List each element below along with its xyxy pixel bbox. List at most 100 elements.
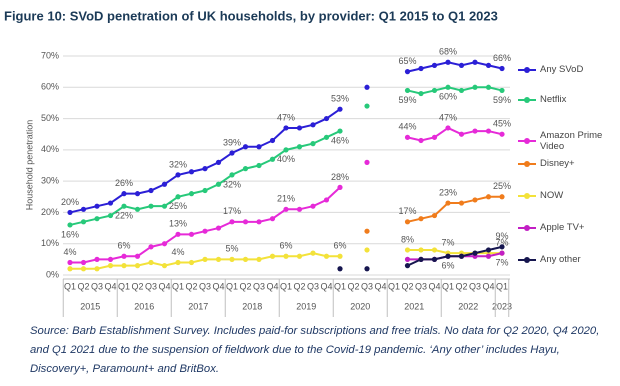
data-point [94, 203, 100, 209]
data-point [323, 134, 330, 140]
data-point [499, 194, 505, 200]
x-tick-label: Q4 [158, 281, 170, 291]
data-label: 9% [495, 231, 508, 241]
legend-item: Any SVoD [518, 64, 612, 75]
data-point [175, 194, 181, 200]
data-point [431, 247, 438, 253]
x-tick-label: Q2 [455, 281, 467, 291]
series-line [69, 61, 503, 214]
data-label: 66% [493, 53, 511, 63]
chart-title: Figure 10: SVoD penetration of UK househ… [4, 8, 498, 23]
data-point [188, 191, 195, 197]
x-tick-label: Q2 [347, 281, 359, 291]
data-point [188, 259, 195, 266]
x-tick-label: Q3 [145, 281, 157, 291]
data-point [310, 250, 316, 256]
data-point [256, 144, 262, 150]
data-point [134, 206, 141, 212]
data-point [229, 150, 235, 156]
legend-label: Netflix [540, 94, 567, 105]
data-point [445, 125, 451, 131]
data-point [418, 137, 424, 144]
data-point [364, 247, 370, 253]
data-point [67, 266, 73, 272]
data-label: 25% [493, 181, 511, 191]
data-point [215, 181, 222, 187]
x-group-label: 2017 [188, 301, 208, 311]
data-point [107, 256, 114, 262]
legend-item: Netflix [518, 94, 612, 105]
x-tick-label: Q1 [172, 281, 184, 291]
x-tick-label: Q3 [415, 281, 427, 291]
data-point [364, 103, 370, 109]
data-point [404, 87, 411, 94]
data-point [431, 134, 438, 140]
y-tick-label: 60% [41, 82, 59, 92]
data-point [107, 263, 114, 269]
data-label: 65% [398, 56, 416, 66]
legend-item: NOW [518, 190, 612, 201]
data-point [202, 228, 208, 234]
data-point [188, 231, 195, 237]
data-point [121, 253, 127, 259]
data-point [161, 203, 168, 209]
data-point [404, 247, 411, 253]
data-point [134, 191, 141, 197]
data-point [499, 65, 505, 72]
data-point [310, 141, 316, 147]
x-tick-label: Q1 [334, 281, 346, 291]
data-point [485, 253, 492, 259]
y-tick-label: 30% [41, 176, 59, 186]
data-point [148, 244, 154, 250]
x-group-label: 2015 [80, 301, 100, 311]
data-point [94, 266, 100, 272]
data-point [202, 187, 208, 194]
legend-item: Disney+ [518, 158, 612, 169]
data-point [242, 219, 249, 225]
y-tick-label: 20% [41, 207, 59, 217]
legend-label: Amazon Prime Video [540, 130, 603, 152]
legend-swatch [518, 160, 536, 167]
data-point [283, 253, 289, 259]
data-point [296, 206, 303, 212]
data-point [161, 241, 168, 247]
legend-label: Apple TV+ [540, 222, 585, 233]
data-point [431, 87, 438, 94]
data-label: 13% [169, 219, 187, 229]
data-point [67, 222, 73, 228]
data-label: 7% [495, 257, 508, 267]
data-point [485, 84, 492, 90]
data-point [458, 62, 465, 68]
data-label: 22% [115, 211, 133, 221]
data-point [202, 256, 208, 262]
data-point [458, 131, 465, 137]
data-point [148, 203, 154, 209]
data-point [404, 134, 411, 140]
x-tick-label: Q3 [91, 281, 103, 291]
x-tick-label: Q4 [320, 281, 332, 291]
data-point [188, 169, 195, 175]
data-label: 7% [441, 237, 454, 247]
data-label: 5% [225, 244, 238, 254]
data-point [364, 228, 370, 234]
data-point [364, 159, 370, 165]
x-tick-label: Q4 [266, 281, 278, 291]
x-group-label: 2016 [134, 301, 154, 311]
data-point [323, 253, 330, 259]
data-point [364, 84, 370, 90]
data-label: 6% [117, 241, 130, 251]
x-tick-label: Q2 [239, 281, 251, 291]
legend-item: Amazon Prime Video [518, 130, 612, 152]
data-point [80, 206, 87, 212]
data-label: 44% [398, 122, 416, 132]
data-point [458, 87, 465, 94]
data-label: 17% [398, 206, 416, 216]
data-point [458, 200, 465, 206]
data-point [445, 84, 451, 90]
data-point [485, 194, 492, 200]
data-point [283, 206, 289, 212]
data-point [202, 166, 208, 172]
data-point [323, 197, 330, 203]
data-label: 20% [61, 197, 79, 207]
x-tick-label: Q2 [293, 281, 305, 291]
